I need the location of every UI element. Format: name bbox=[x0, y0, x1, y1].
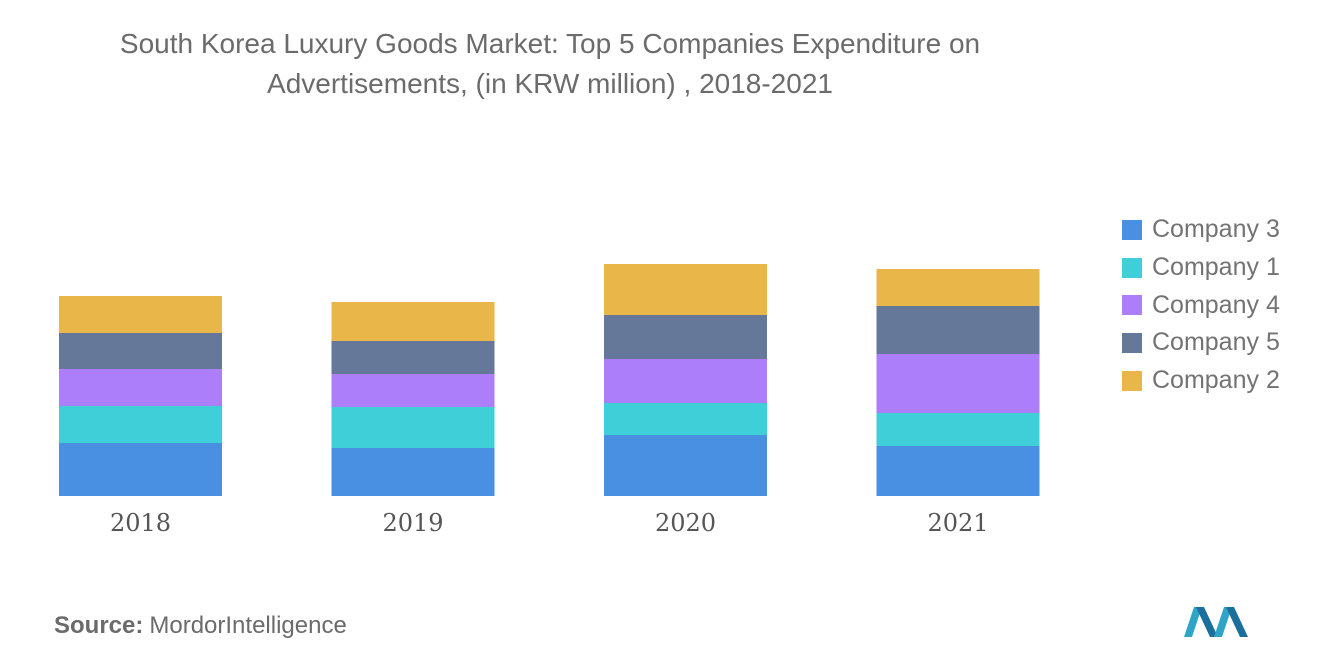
bar-2020-company-3 bbox=[604, 435, 767, 496]
legend-item-company-4: Company 4 bbox=[1122, 286, 1280, 324]
legend-item-company-5: Company 5 bbox=[1122, 324, 1280, 362]
bar-2021-company-5 bbox=[876, 306, 1040, 354]
legend-swatch-company-4 bbox=[1122, 295, 1142, 316]
chart-title-line-1: South Korea Luxury Goods Market: Top 5 C… bbox=[119, 28, 981, 59]
legend-swatch-company-1 bbox=[1122, 257, 1142, 278]
source-note: Source: MordorIntelligence bbox=[54, 612, 347, 640]
bar-2021-company-4 bbox=[876, 354, 1040, 413]
bar-2018-company-5 bbox=[59, 333, 222, 369]
chart-title: South Korea Luxury Goods Market: Top 5 C… bbox=[0, 24, 1100, 104]
bar-2019-company-1 bbox=[331, 407, 495, 448]
source-value: MordorIntelligence bbox=[149, 612, 347, 639]
x-tick-label-2018: 2018 bbox=[110, 509, 171, 537]
bar-2021-company-1 bbox=[876, 413, 1040, 446]
bar-2021-company-3 bbox=[876, 446, 1040, 496]
chart-title-line-2: Advertisements, (in KRW million) , 2018-… bbox=[267, 68, 833, 99]
legend-swatch-company-5 bbox=[1122, 332, 1142, 353]
bar-2020-company-2 bbox=[604, 264, 767, 315]
x-axis-tick-labels: 2018 2019 2020 2021 bbox=[110, 509, 989, 537]
source-label: Source: bbox=[54, 612, 144, 639]
bar-2020-company-1 bbox=[604, 403, 767, 435]
mordor-intelligence-logo-icon bbox=[1184, 607, 1248, 637]
bar-2019-company-4 bbox=[331, 374, 495, 407]
legend-label-company-1: Company 1 bbox=[1152, 253, 1280, 282]
bar-2018-company-4 bbox=[59, 369, 222, 406]
bar-2020-company-4 bbox=[604, 359, 767, 403]
legend-item-company-2: Company 2 bbox=[1122, 362, 1280, 400]
bar-2019-company-2 bbox=[331, 302, 495, 341]
bar-2019-company-5 bbox=[331, 341, 495, 374]
legend-swatch-company-3 bbox=[1122, 219, 1142, 240]
bar-2018-company-3 bbox=[59, 443, 222, 496]
chart-legend: Company 3 Company 1 Company 4 Company 5 Comp… bbox=[1122, 211, 1280, 399]
legend-label-company-5: Company 5 bbox=[1152, 328, 1280, 357]
x-tick-label-2021: 2021 bbox=[927, 509, 988, 537]
bar-2018-company-2 bbox=[59, 296, 222, 333]
legend-item-company-1: Company 1 bbox=[1122, 249, 1280, 287]
legend-label-company-3: Company 3 bbox=[1152, 215, 1280, 244]
x-tick-label-2020: 2020 bbox=[655, 509, 716, 537]
legend-item-company-3: Company 3 bbox=[1122, 211, 1280, 249]
bar-group bbox=[59, 264, 1040, 496]
bar-2020-company-5 bbox=[604, 315, 767, 359]
bar-2018-company-1 bbox=[59, 406, 222, 443]
stacked-bar-chart: 2018 2019 2020 2021 bbox=[59, 264, 1040, 537]
x-tick-label-2019: 2019 bbox=[382, 509, 443, 537]
legend-label-company-2: Company 2 bbox=[1152, 366, 1280, 395]
legend-swatch-company-2 bbox=[1122, 370, 1142, 391]
bar-2019-company-3 bbox=[331, 448, 495, 496]
bar-2021-company-2 bbox=[876, 269, 1040, 306]
legend-label-company-4: Company 4 bbox=[1152, 290, 1280, 319]
